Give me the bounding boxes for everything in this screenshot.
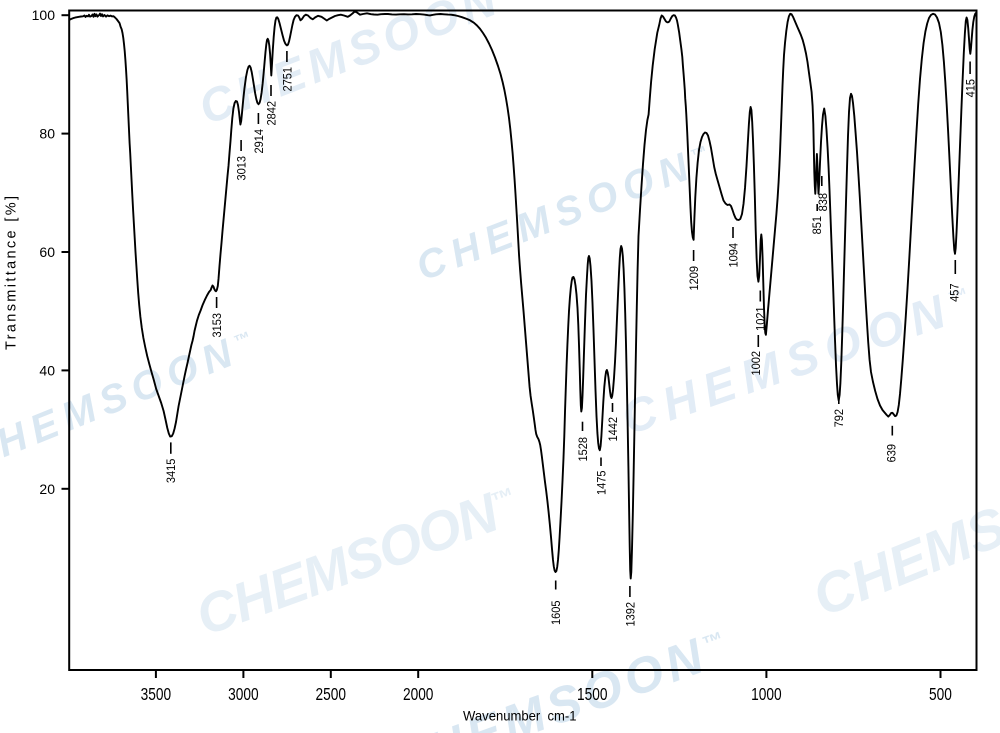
svg-text:1605: 1605 [549, 600, 563, 625]
svg-text:792: 792 [832, 409, 846, 428]
svg-text:1442: 1442 [606, 417, 620, 442]
svg-text:20: 20 [39, 481, 55, 497]
svg-text:100: 100 [32, 7, 56, 23]
svg-text:1528: 1528 [576, 437, 590, 462]
svg-text:415: 415 [964, 79, 978, 98]
svg-text:1021: 1021 [754, 306, 768, 331]
svg-text:2751: 2751 [280, 67, 294, 92]
svg-text:1094: 1094 [726, 243, 740, 268]
svg-text:3000: 3000 [228, 684, 259, 704]
svg-text:3153: 3153 [210, 313, 224, 338]
svg-text:3013: 3013 [235, 156, 249, 181]
svg-text:1475: 1475 [594, 470, 608, 495]
svg-text:3415: 3415 [164, 458, 178, 483]
svg-text:60: 60 [39, 244, 55, 260]
svg-text:3500: 3500 [141, 684, 172, 704]
svg-text:Transmittance [%]: Transmittance [%] [4, 196, 20, 350]
svg-text:2000: 2000 [403, 684, 434, 704]
svg-text:457: 457 [948, 283, 962, 302]
svg-text:2914: 2914 [252, 129, 266, 154]
svg-text:1392: 1392 [623, 602, 637, 627]
svg-text:80: 80 [39, 126, 55, 142]
svg-text:1000: 1000 [751, 684, 782, 704]
svg-text:1500: 1500 [577, 684, 608, 704]
svg-text:639: 639 [885, 444, 899, 463]
svg-text:1209: 1209 [687, 266, 701, 291]
svg-text:2500: 2500 [316, 684, 347, 704]
svg-text:Wavenumber cm-1: Wavenumber cm-1 [463, 708, 577, 724]
svg-text:500: 500 [929, 684, 952, 704]
svg-text:1002: 1002 [749, 351, 763, 376]
svg-text:40: 40 [39, 362, 55, 378]
svg-text:838: 838 [816, 193, 830, 212]
svg-text:851: 851 [810, 216, 824, 235]
svg-text:2842: 2842 [264, 101, 278, 126]
